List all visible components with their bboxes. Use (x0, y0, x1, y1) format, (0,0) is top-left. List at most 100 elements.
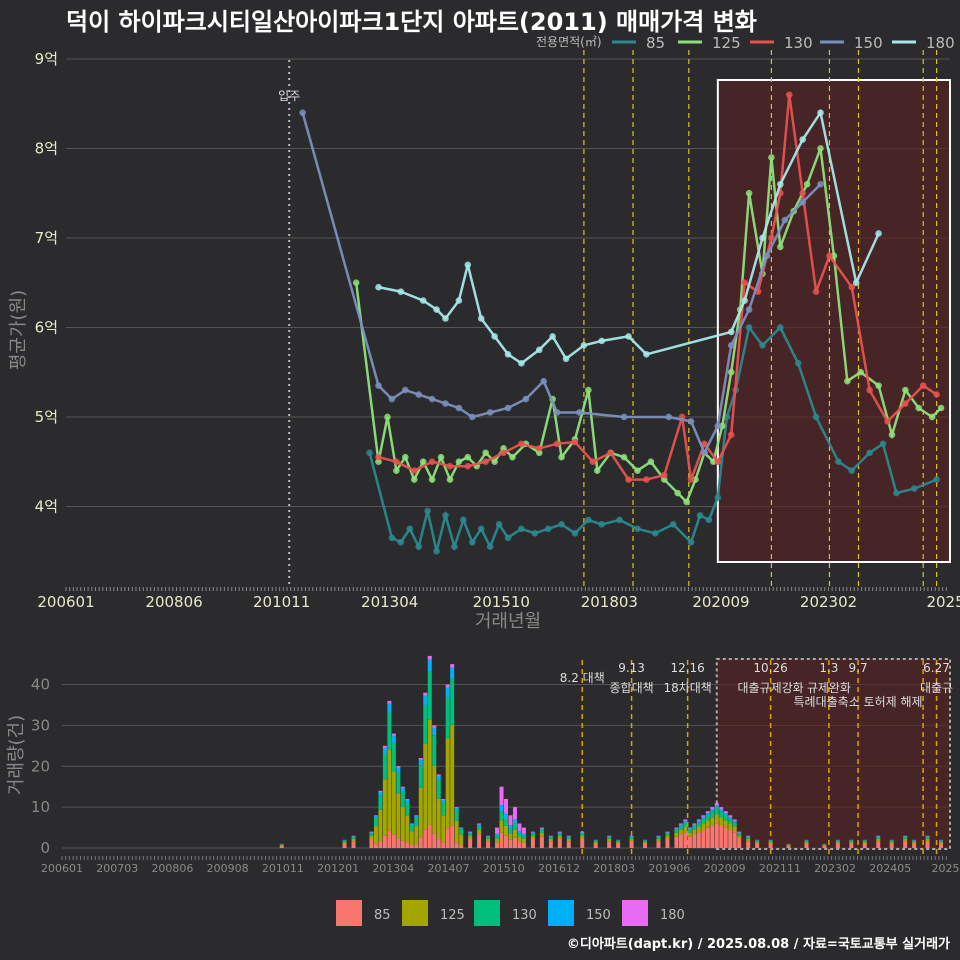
point-130 (535, 444, 543, 452)
volume-bar-85 (678, 834, 683, 848)
volume-bar-150 (656, 836, 661, 837)
y-tick-label: 9억 (35, 50, 58, 68)
policy-lines-bottom (581, 660, 938, 855)
point-125 (585, 386, 592, 394)
volume-bar-150 (432, 727, 437, 736)
volume-bar-130 (418, 765, 423, 788)
point-125 (428, 476, 436, 483)
point-180 (580, 342, 588, 349)
point-85 (495, 521, 503, 528)
volume-bar-125 (710, 817, 715, 826)
volume-bar-125 (517, 836, 522, 842)
volume-bar-130 (342, 840, 347, 842)
volume-bar-85 (643, 843, 648, 848)
volume-bar-180 (607, 835, 612, 837)
volume-bar-125 (548, 838, 553, 842)
volume-bar-180 (373, 815, 378, 816)
volume-bar-130 (414, 817, 419, 827)
bar-x-tick-label: 200908 (207, 862, 249, 875)
volume-bar-85 (508, 839, 513, 848)
volume-bar-180 (719, 807, 724, 810)
point-180 (562, 355, 570, 363)
volume-bar-150 (530, 832, 535, 834)
volume-bar-130 (580, 833, 585, 836)
annotation-desc: 18차대책 (663, 680, 711, 695)
volume-bar-130 (643, 840, 648, 842)
series-line-180 (378, 109, 880, 365)
point-130 (625, 476, 632, 483)
volume-bar-180 (441, 798, 446, 800)
volume-bar-125 (504, 825, 508, 836)
point-150 (428, 395, 436, 403)
volume-bar-180 (737, 831, 742, 833)
volume-bar-85 (710, 825, 715, 848)
volume-bar-150 (382, 747, 387, 754)
volume-bar-130 (441, 802, 446, 816)
volume-bar-130 (387, 712, 392, 750)
volume-bar-85 (656, 841, 661, 848)
volume-bar-85 (405, 842, 410, 848)
point-130 (714, 458, 722, 466)
point-125 (558, 453, 565, 461)
volume-bar-85 (387, 830, 392, 848)
volume-bar-125 (580, 835, 585, 840)
volume-bar-85 (903, 841, 908, 848)
volume-bar-150 (723, 813, 728, 815)
volume-bar-150 (378, 791, 383, 796)
volume-bar-130 (512, 823, 517, 830)
point-85 (794, 359, 802, 367)
point-85 (433, 547, 440, 555)
point-180 (442, 315, 449, 322)
point-150 (455, 404, 463, 412)
volume-bar-180 (903, 835, 908, 837)
volume-bar-85 (687, 836, 692, 848)
point-85 (442, 512, 449, 519)
bar-legend-swatch-130 (474, 900, 500, 926)
annotation-desc: 종합대책 (609, 680, 653, 695)
volume-bar-85 (450, 825, 455, 848)
volume-bar-130 (548, 836, 553, 839)
point-125 (402, 453, 409, 461)
point-180 (433, 306, 440, 313)
volume-bar-125 (454, 820, 459, 844)
point-125 (593, 467, 601, 474)
annotation-date: 10.26 (753, 661, 787, 675)
volume-bar-85 (696, 832, 701, 848)
volume-bar-180 (732, 819, 737, 821)
volume-bar-125 (414, 826, 419, 845)
bar-x-tick-label: 201011 (262, 862, 304, 875)
volume-bar-130 (616, 840, 621, 842)
volume-bar-85 (665, 839, 670, 848)
volume-bar-125 (441, 815, 446, 843)
volume-bar-180 (396, 766, 401, 768)
volume-bar-85 (714, 823, 719, 848)
volume-bar-85 (512, 837, 517, 848)
volume-bar-180 (557, 831, 562, 833)
bar-x-tick-label: 201803 (593, 862, 635, 875)
point-125 (647, 458, 655, 466)
volume-bar-130 (557, 833, 562, 836)
point-125 (888, 431, 896, 439)
volume-bar-130 (737, 833, 742, 836)
bar-x-tick-label: 201906 (648, 862, 690, 875)
point-180 (777, 180, 784, 188)
volume-bar-130 (495, 835, 500, 839)
volume-bar-125 (723, 820, 728, 828)
volume-bar-150 (409, 823, 414, 826)
volume-bar-125 (656, 838, 661, 842)
volume-bar-85 (459, 845, 464, 848)
volume-bar-85 (746, 841, 751, 848)
y-tick-label: 5억 (35, 408, 58, 426)
point-180 (759, 234, 766, 242)
volume-bar-85 (925, 841, 930, 848)
point-85 (835, 458, 842, 466)
volume-bar-180 (714, 803, 719, 806)
volume-bar-180 (629, 835, 634, 837)
point-85 (933, 476, 940, 483)
point-180 (419, 297, 427, 304)
point-150 (299, 109, 306, 116)
volume-bar-130 (477, 825, 482, 830)
point-125 (857, 368, 865, 376)
point-85 (652, 530, 659, 537)
volume-bar-180 (508, 815, 513, 826)
